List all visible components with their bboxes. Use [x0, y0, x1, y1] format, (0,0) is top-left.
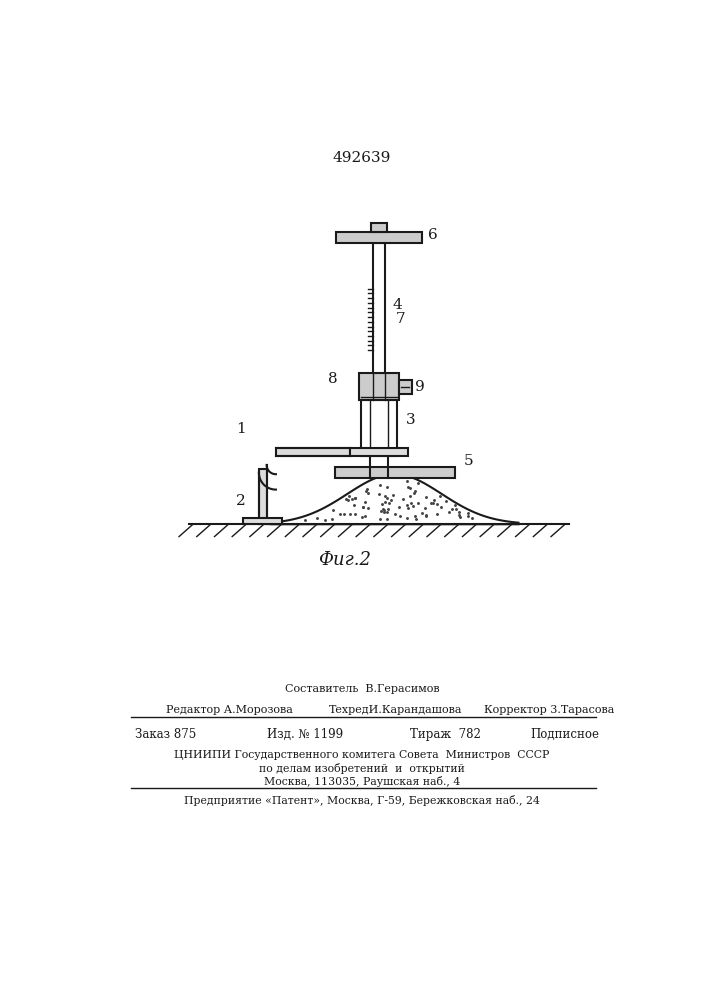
Text: 9: 9	[416, 380, 425, 394]
Text: Предприятие «Патент», Москва, Г-59, Бережковская наб., 24: Предприятие «Патент», Москва, Г-59, Бере…	[184, 795, 540, 806]
Text: Редактор А.Морозова: Редактор А.Морозова	[166, 705, 293, 715]
Text: Заказ 875: Заказ 875	[135, 728, 196, 741]
Text: Тираж  782: Тираж 782	[410, 728, 481, 741]
Text: 3: 3	[406, 413, 416, 427]
Text: ЦНИИПИ Государственного комитега Совета  Министров  СССР: ЦНИИПИ Государственного комитега Совета …	[174, 750, 549, 760]
Bar	[243, 518, 282, 524]
Text: Подписное: Подписное	[530, 728, 599, 741]
Text: Фиг.2: Фиг.2	[317, 551, 370, 569]
Text: 492639: 492639	[333, 151, 391, 165]
Text: 2: 2	[235, 494, 245, 508]
Text: 8: 8	[328, 372, 337, 386]
Bar	[373, 243, 385, 373]
Text: 5: 5	[464, 454, 473, 468]
Bar	[351, 448, 408, 456]
Text: ТехредИ.Карандашова: ТехредИ.Карандашова	[329, 705, 462, 715]
Bar	[259, 469, 267, 524]
Text: 7: 7	[396, 312, 406, 326]
Polygon shape	[271, 474, 518, 524]
Text: 6: 6	[428, 228, 438, 242]
Text: Корректор 3.Тарасова: Корректор 3.Тарасова	[484, 705, 614, 715]
Bar	[361, 400, 397, 456]
Bar	[276, 448, 351, 456]
Bar	[335, 467, 455, 478]
Text: Составитель  В.Герасимов: Составитель В.Герасимов	[285, 684, 439, 694]
Bar	[371, 223, 387, 232]
Text: Москва, 113035, Раушская наб., 4: Москва, 113035, Раушская наб., 4	[264, 776, 460, 787]
Text: Изд. № 1199: Изд. № 1199	[267, 728, 343, 741]
Text: 4: 4	[393, 298, 403, 312]
Text: 1: 1	[235, 422, 245, 436]
Text: по делам изобретений  и  открытий: по делам изобретений и открытий	[259, 763, 465, 774]
Bar	[399, 380, 411, 394]
Bar	[337, 232, 421, 243]
Bar	[359, 373, 399, 400]
